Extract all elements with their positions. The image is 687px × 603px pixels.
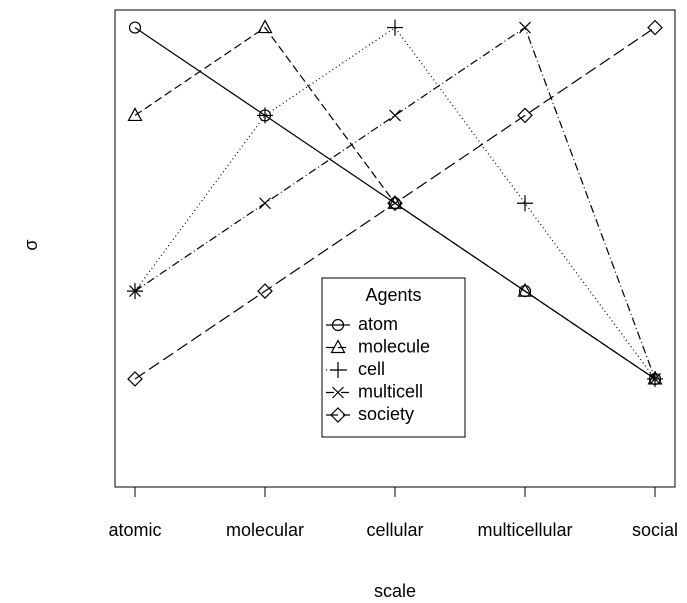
marker <box>257 19 273 34</box>
x-tick-label: multicellular <box>477 520 572 540</box>
marker <box>389 109 401 122</box>
marker <box>332 386 344 399</box>
marker <box>257 107 273 124</box>
marker-shape <box>647 19 663 36</box>
marker <box>257 283 273 299</box>
legend-label: society <box>358 404 414 424</box>
marker <box>331 318 345 332</box>
marker-shape <box>517 107 533 124</box>
x-tick-label: atomic <box>108 520 161 540</box>
marker-shape <box>519 21 531 34</box>
marker-shape <box>257 107 273 124</box>
marker-shape <box>257 19 273 34</box>
marker <box>127 371 143 387</box>
marker <box>519 21 531 34</box>
marker <box>330 407 346 423</box>
marker-shape <box>128 21 142 34</box>
marker <box>517 195 533 212</box>
x-axis-label: scale <box>374 581 416 601</box>
marker-shape <box>331 318 345 332</box>
marker-shape <box>257 283 273 299</box>
legend-label: multicell <box>358 381 423 401</box>
marker-shape <box>387 19 403 36</box>
legend-box <box>321 277 466 438</box>
marker-shape <box>517 282 533 297</box>
legend-title: Agents <box>365 285 421 305</box>
x-tick-label: molecular <box>226 520 304 540</box>
marker-shape <box>517 195 533 212</box>
legend-label: atom <box>358 314 398 334</box>
series-line <box>134 27 656 380</box>
marker <box>330 362 346 378</box>
marker <box>387 19 403 36</box>
marker <box>387 195 403 212</box>
marker <box>330 339 346 354</box>
marker <box>517 107 533 124</box>
x-tick-label: social <box>632 520 678 540</box>
marker <box>259 197 271 210</box>
marker <box>128 21 142 34</box>
marker-shape <box>127 107 143 122</box>
marker-shape <box>332 386 344 399</box>
marker <box>647 19 663 36</box>
marker-shape <box>649 373 661 385</box>
x-tick-label: cellular <box>366 520 423 540</box>
marker-shape <box>387 194 403 209</box>
marker <box>129 285 141 298</box>
marker-shape <box>389 109 401 122</box>
marker-shape <box>259 197 271 210</box>
marker-shape <box>129 285 141 298</box>
marker <box>387 194 403 209</box>
marker-shape <box>330 407 346 423</box>
y-axis-label: σ <box>21 239 41 250</box>
legend-label: molecule <box>358 336 430 356</box>
marker <box>517 282 533 297</box>
legend-label: cell <box>358 359 385 379</box>
marker <box>127 107 143 122</box>
marker-shape <box>127 371 143 387</box>
marker <box>649 373 661 385</box>
marker-shape <box>330 362 346 378</box>
marker-shape <box>330 339 346 354</box>
marker-shape <box>387 195 403 212</box>
